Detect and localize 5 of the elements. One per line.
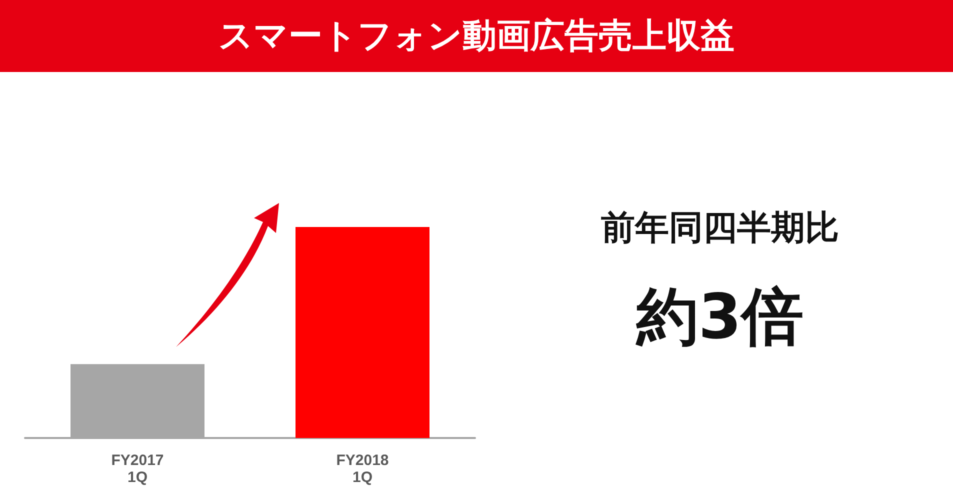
text: 前年同四半期比	[600, 207, 840, 250]
x-tick-label: FY2018 1Q	[336, 452, 389, 486]
x-tick-label: FY2017 1Q	[111, 452, 164, 486]
text: 約3倍	[634, 279, 805, 355]
chart-title: スマートフォン動画広告売上収益	[0, 0, 953, 72]
